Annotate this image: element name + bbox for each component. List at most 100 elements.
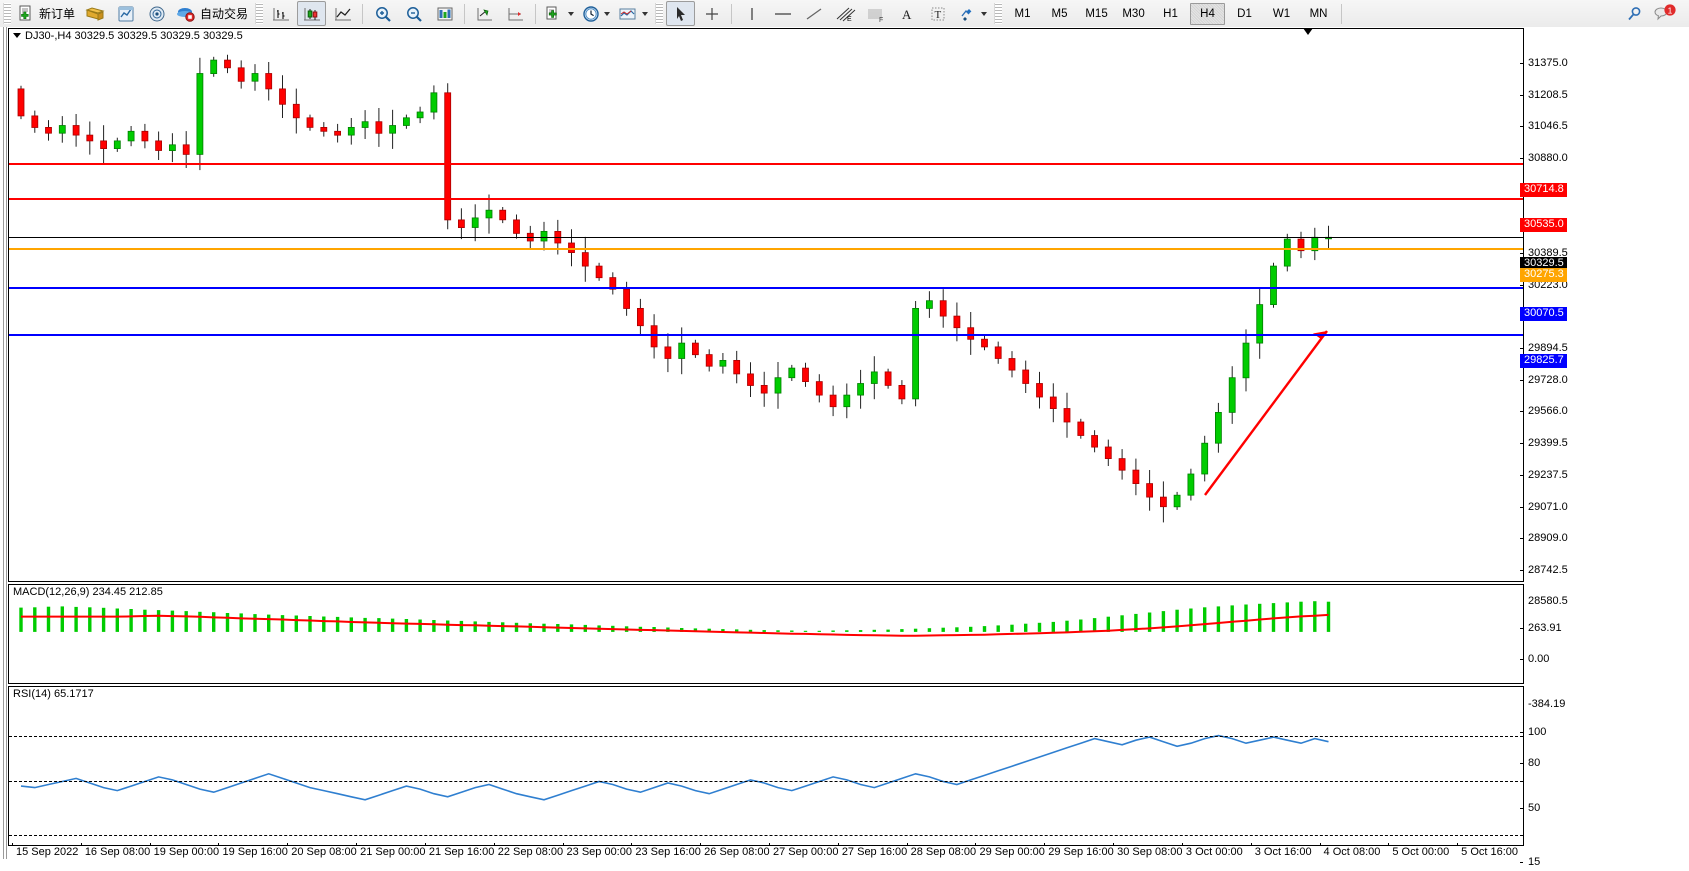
timeframe-h4[interactable]: H4 bbox=[1190, 2, 1226, 25]
price-level-support-lower[interactable] bbox=[9, 334, 1523, 337]
toolbar-grip-2[interactable] bbox=[255, 3, 264, 24]
time-axis[interactable]: 15 Sep 2022 16 Sep 08:00 19 Sep 00:00 19 Se… bbox=[8, 843, 1522, 859]
price-tick-label: 29071.0 bbox=[1528, 500, 1568, 513]
price-level-resistance-lower[interactable] bbox=[9, 197, 1523, 200]
text-label-button[interactable]: A bbox=[892, 1, 921, 26]
timeframe-h1[interactable]: H1 bbox=[1163, 7, 1178, 20]
price-tag-resistance-lower[interactable]: 30535.0 bbox=[1520, 217, 1567, 232]
rsi-line bbox=[20, 734, 1329, 801]
equidistant-channel-button[interactable]: E bbox=[830, 1, 859, 26]
zoom-out-button[interactable] bbox=[399, 1, 428, 26]
auto-scroll-button[interactable] bbox=[501, 1, 530, 26]
autotrading-button[interactable]: 自动交易 bbox=[173, 1, 251, 26]
price-level-support-upper[interactable] bbox=[9, 287, 1523, 290]
price-pane[interactable]: DJ30-,H4 30329.5 30329.5 30329.5 30329.5 bbox=[8, 28, 1524, 582]
time-tick bbox=[356, 843, 358, 846]
price-level-bid-line[interactable] bbox=[9, 247, 1523, 250]
price-tick-label: 28909.0 bbox=[1528, 531, 1568, 544]
rsi-pane[interactable]: RSI(14) 65.1717 bbox=[8, 686, 1524, 846]
price-tick: 28580.5 bbox=[1520, 595, 1568, 607]
vertical-line-button[interactable] bbox=[737, 1, 766, 26]
price-tick-label: 29237.5 bbox=[1528, 468, 1568, 481]
text-button[interactable]: T bbox=[923, 1, 952, 26]
cursor-button[interactable] bbox=[666, 1, 696, 26]
chevron-down-icon-3[interactable] bbox=[642, 11, 649, 16]
line-chart-button[interactable] bbox=[328, 1, 357, 26]
time-tick-label: 27 Sep 00:00 bbox=[773, 846, 839, 858]
navigator-button[interactable] bbox=[142, 1, 171, 26]
time-tick-label: 23 Sep 16:00 bbox=[635, 846, 701, 858]
drawing-objects-button[interactable] bbox=[954, 1, 990, 26]
time-tick bbox=[1113, 843, 1115, 846]
price-level-last-price[interactable] bbox=[9, 237, 1523, 239]
chevron-down-icon-2[interactable] bbox=[604, 11, 611, 16]
price-axis[interactable]: 31375.0 31208.5 31046.5 30880.0 30389.5 30223… bbox=[1520, 55, 1594, 607]
timeframe-mn[interactable]: MN bbox=[1309, 7, 1328, 20]
alerts-button[interactable]: 1 bbox=[1650, 1, 1680, 26]
timeframe-m30[interactable]: M30 bbox=[1122, 7, 1145, 20]
fibonacci-button[interactable]: F bbox=[861, 1, 890, 26]
toolbar-grip-4[interactable] bbox=[994, 3, 1003, 24]
indicator-list-button[interactable] bbox=[430, 1, 459, 26]
price-candles bbox=[17, 54, 1332, 523]
rsi-tick-label: 50 bbox=[1528, 802, 1541, 815]
market-watch-button[interactable] bbox=[111, 1, 140, 26]
time-tick bbox=[493, 843, 495, 846]
price-scale-column[interactable] bbox=[1591, 27, 1689, 859]
period-separator-button[interactable] bbox=[579, 1, 613, 26]
time-tick-label: 20 Sep 08:00 bbox=[291, 846, 357, 858]
chevron-down-icon[interactable] bbox=[568, 11, 575, 16]
search-button[interactable] bbox=[1619, 1, 1648, 26]
time-tick-label: 22 Sep 08:00 bbox=[497, 846, 564, 858]
macd-pane[interactable]: MACD(12,26,9) 234.45 212.85 bbox=[8, 584, 1524, 684]
timeframe-w1[interactable]: W1 bbox=[1272, 7, 1291, 20]
chart-shift-button[interactable] bbox=[470, 1, 499, 26]
price-tag-bid-line[interactable]: 30275.3 bbox=[1520, 267, 1567, 282]
horizontal-line-button[interactable] bbox=[768, 1, 797, 26]
toolbar-grip[interactable] bbox=[3, 3, 11, 24]
new-order-button[interactable]: 新订单 bbox=[14, 1, 78, 26]
timeframe-d1[interactable]: D1 bbox=[1237, 7, 1252, 20]
price-tag-resistance-upper[interactable]: 30714.8 bbox=[1520, 183, 1567, 198]
price-tick: 30223.0 bbox=[1520, 279, 1568, 291]
toolbar-right-group: 1 bbox=[1618, 1, 1689, 26]
price-tick: 29071.0 bbox=[1520, 500, 1568, 513]
alert-badge-count: 1 bbox=[1668, 5, 1673, 15]
time-tick bbox=[1319, 843, 1321, 846]
bar-chart-button[interactable] bbox=[266, 1, 295, 26]
trendline-button[interactable] bbox=[799, 1, 828, 26]
objects-list-button[interactable] bbox=[615, 1, 651, 26]
price-level-resistance-upper[interactable] bbox=[9, 163, 1523, 166]
time-tick bbox=[1044, 843, 1046, 846]
timeframe-m5[interactable]: M5 bbox=[1051, 7, 1068, 20]
candlestick-chart-button[interactable] bbox=[297, 1, 327, 26]
time-tick-label: 29 Sep 16:00 bbox=[1048, 846, 1114, 858]
price-tick-label: 30389.5 bbox=[1528, 246, 1568, 259]
main-toolbar: 新订单 bbox=[0, 0, 1689, 28]
macd-histogram bbox=[19, 601, 1331, 637]
crosshair-button[interactable] bbox=[697, 1, 726, 26]
time-tick bbox=[1457, 843, 1459, 846]
svg-text:E: E bbox=[847, 16, 852, 23]
time-tick bbox=[149, 843, 151, 846]
price-tag-support-lower[interactable]: 29825.7 bbox=[1520, 354, 1567, 369]
price-tag-support-upper[interactable]: 30070.5 bbox=[1520, 307, 1567, 322]
macd-label: MACD(12,26,9) 234.45 212.85 bbox=[13, 586, 163, 598]
toolbar-separator-4 bbox=[731, 3, 733, 24]
macd-tick: -384.19 bbox=[1520, 698, 1565, 710]
chart-collapse-icon[interactable] bbox=[13, 32, 21, 38]
timeframe-m1[interactable]: M1 bbox=[1014, 7, 1031, 20]
chart-window[interactable]: DJ30-,H4 30329.5 30329.5 30329.5 30329.5… bbox=[0, 27, 1689, 868]
macd-axis: 263.91 0.00 -384.19 bbox=[1520, 611, 1594, 710]
open-data-folder-button[interactable] bbox=[80, 1, 109, 26]
new-template-button[interactable] bbox=[541, 1, 577, 26]
time-tick-label: 26 Sep 08:00 bbox=[704, 846, 770, 858]
zoom-in-button[interactable] bbox=[368, 1, 397, 26]
toolbar-grip-3[interactable] bbox=[655, 3, 664, 24]
timeframe-m15[interactable]: M15 bbox=[1085, 7, 1108, 20]
rsi-tick-label: 80 bbox=[1528, 756, 1541, 769]
chevron-down-icon-4[interactable] bbox=[981, 11, 988, 16]
time-tick-label: 19 Sep 00:00 bbox=[153, 846, 220, 858]
price-tick-label: 28742.5 bbox=[1528, 563, 1568, 576]
